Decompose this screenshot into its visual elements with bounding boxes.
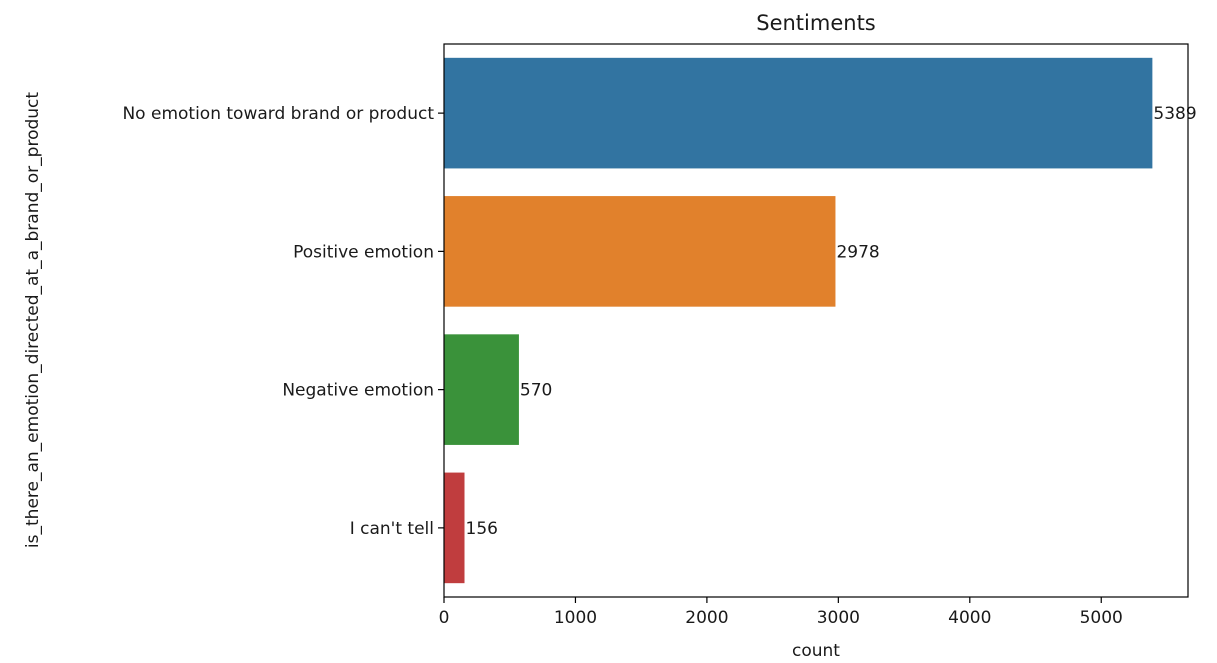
x-tick-label-0: 0 xyxy=(439,608,450,628)
bar-4 xyxy=(444,472,465,584)
y-axis-label: is_there_an_emotion_directed_at_a_brand_… xyxy=(23,92,43,548)
x-tick-label-2: 2000 xyxy=(685,608,728,628)
bar-2 xyxy=(444,196,836,307)
y-axis-ticks: No emotion toward brand or product Positi… xyxy=(122,104,444,539)
bar-value-label-1: 5389 xyxy=(1153,104,1196,124)
x-tick-label-1: 1000 xyxy=(554,608,597,628)
bar-value-label-2: 2978 xyxy=(836,242,879,262)
y-tick-label-1: No emotion toward brand or product xyxy=(122,104,434,124)
x-axis-ticks: 0 1000 2000 3000 4000 5000 xyxy=(439,597,1123,628)
x-tick-label-3: 3000 xyxy=(817,608,860,628)
y-tick-label-3: Negative emotion xyxy=(282,381,434,401)
y-tick-label-4: I can't tell xyxy=(350,519,434,539)
x-tick-label-4: 4000 xyxy=(948,608,991,628)
data-labels-group: 5389 2978 570 156 xyxy=(466,104,1197,539)
y-tick-label-2: Positive emotion xyxy=(293,242,434,262)
bar-value-label-4: 156 xyxy=(466,519,498,539)
bars-group xyxy=(444,57,1153,584)
chart-title: Sentiments xyxy=(756,11,876,35)
plot-frame xyxy=(443,43,1189,598)
bar-value-label-3: 570 xyxy=(520,381,552,401)
bar-3 xyxy=(444,334,519,445)
x-axis-label: count xyxy=(792,641,840,661)
bar-1 xyxy=(444,57,1153,169)
x-tick-label-5: 5000 xyxy=(1080,608,1123,628)
